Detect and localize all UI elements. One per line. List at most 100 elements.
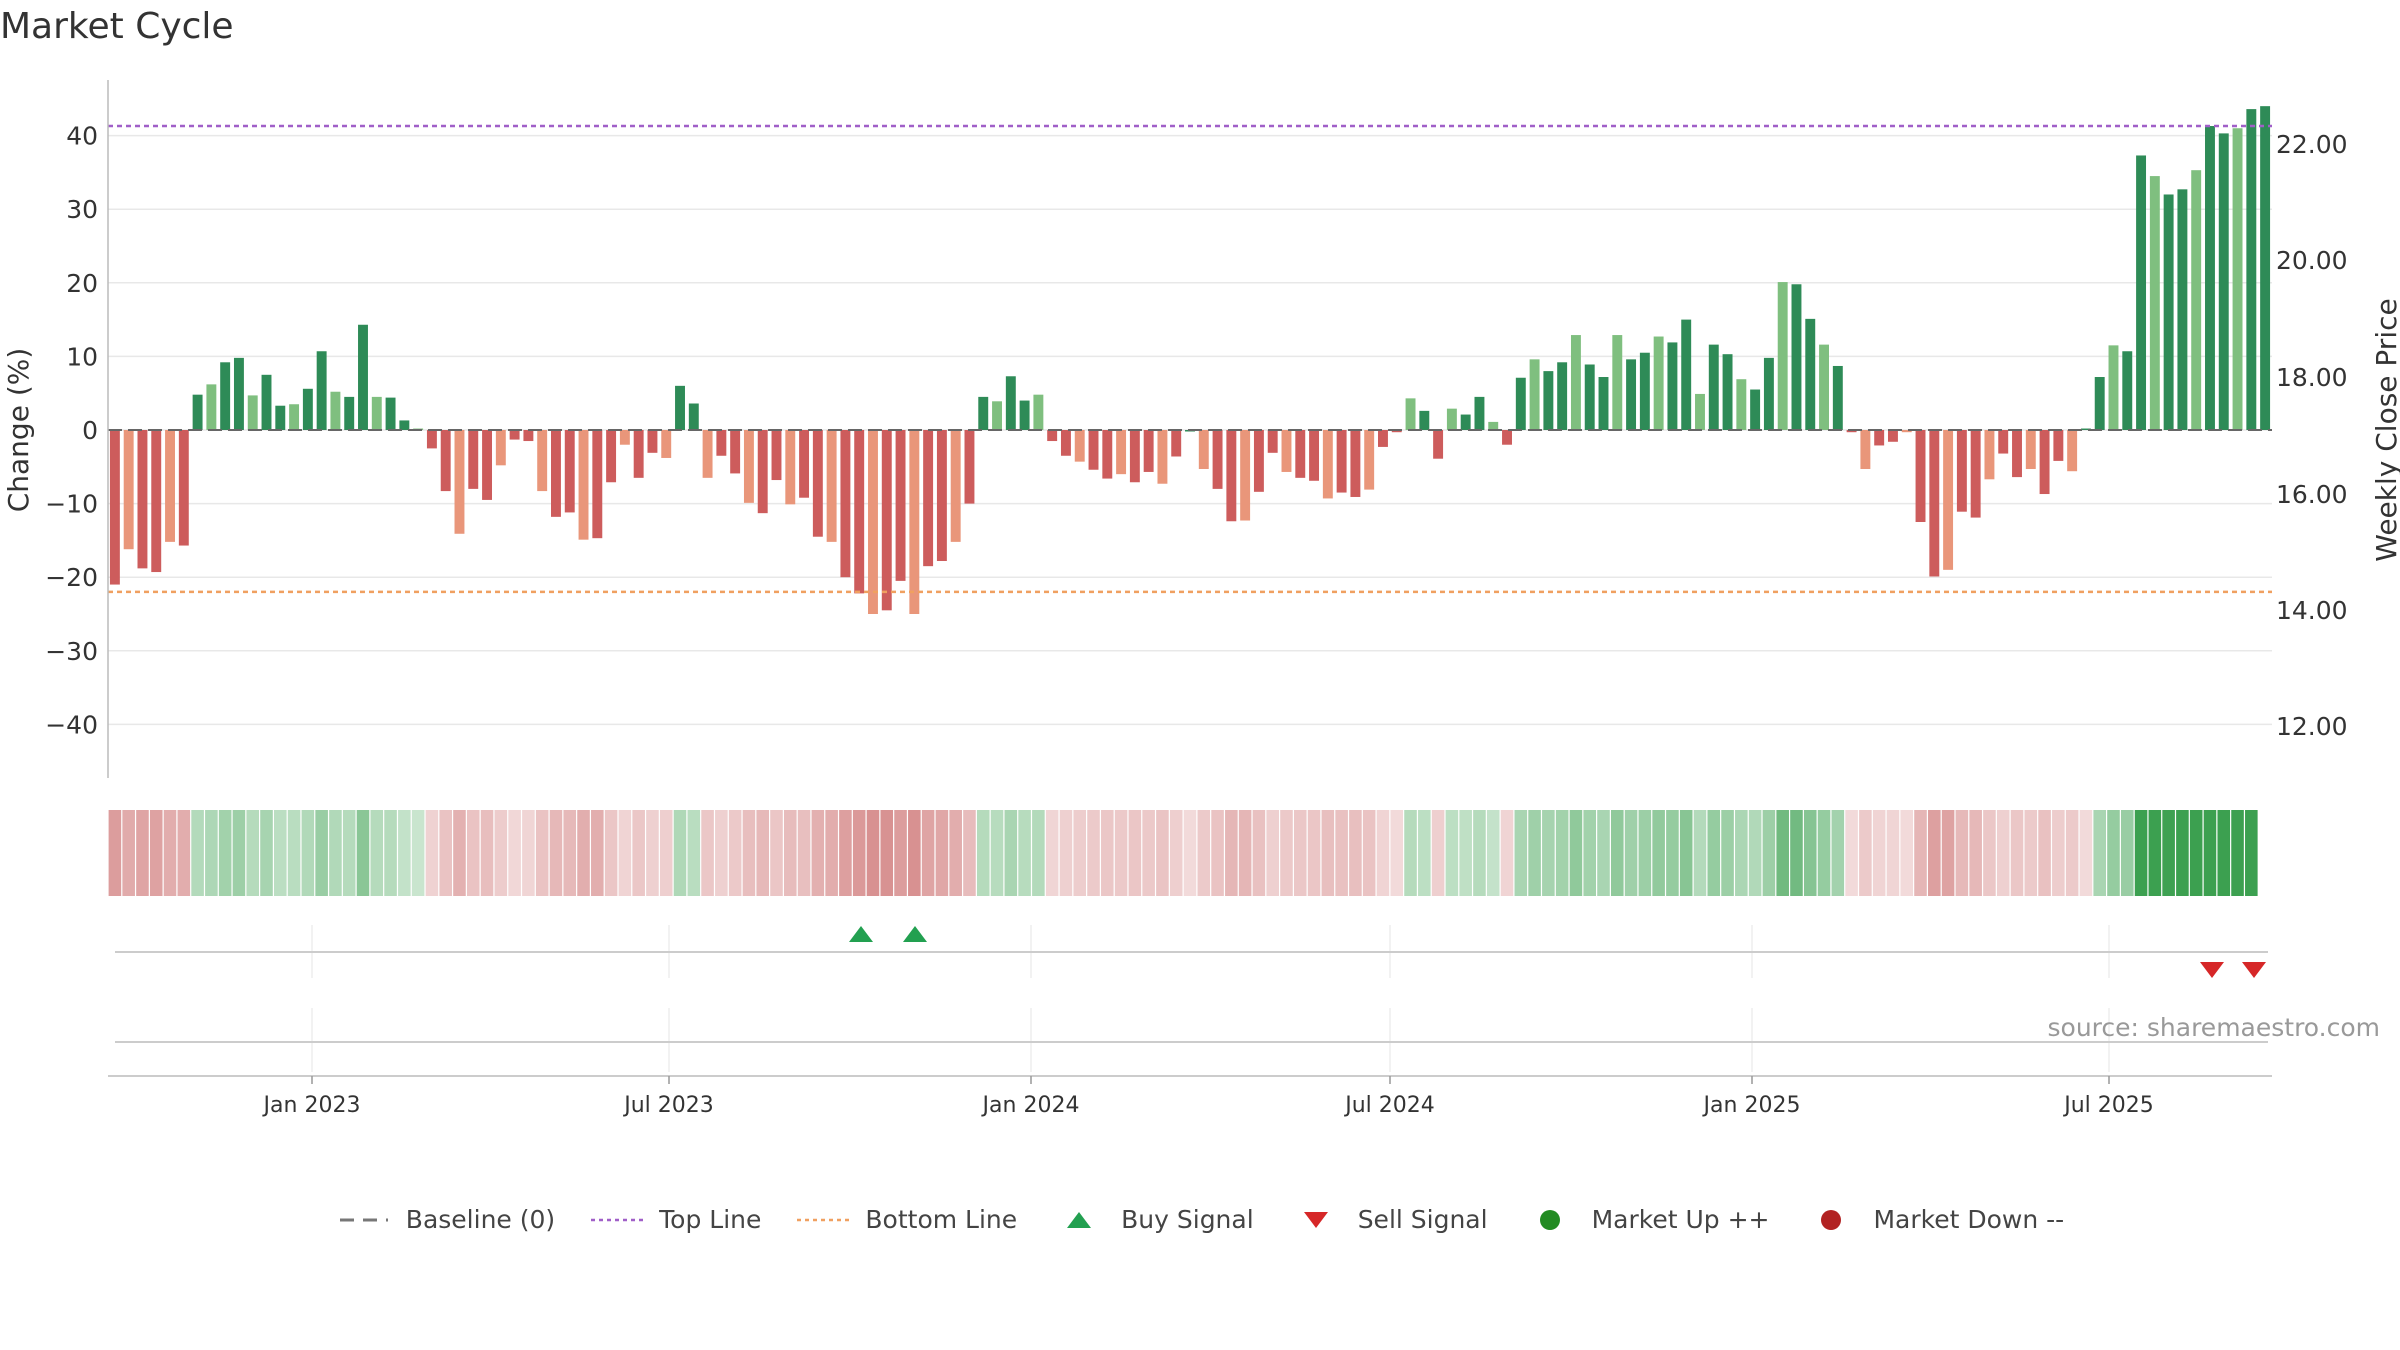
bar	[716, 430, 727, 456]
regime-cell	[1679, 810, 1693, 896]
bar	[688, 403, 699, 430]
bar	[1446, 408, 1457, 430]
y-tick-label: −10	[45, 490, 98, 519]
regime-cell	[122, 810, 135, 896]
legend-label: Sell Signal	[1357, 1205, 1488, 1234]
sell-signal-marker	[2242, 962, 2266, 978]
regime-cell	[1335, 810, 1348, 896]
regime-cell	[908, 810, 921, 896]
axes-layer: −40 −30 −20 −10 0 10 20 30 40 12.00 14.00 16.00 18.0…	[2, 80, 2400, 778]
x-tick-label: Jan 2023	[262, 1093, 361, 1118]
regime-cell	[632, 810, 645, 896]
regime-cell	[2065, 810, 2079, 896]
bar	[2025, 430, 2036, 470]
regime-cell	[2093, 810, 2106, 896]
bar	[1474, 396, 1485, 430]
bar	[854, 430, 865, 594]
bar	[1226, 430, 1237, 522]
bar	[881, 430, 892, 611]
x-axis: Jan 2023 Jul 2023 Jan 2024 Jul 2024 Jan 2025…	[108, 1075, 2272, 1118]
legend-swatch	[339, 1218, 388, 1221]
regime-cell	[1293, 810, 1307, 896]
regime-cell	[1955, 810, 1969, 896]
regime-cell	[2231, 810, 2244, 896]
regime-cell	[2038, 810, 2051, 896]
bar	[1557, 362, 1568, 430]
bar	[1832, 365, 1843, 430]
regime-cell	[976, 810, 990, 896]
bar	[1240, 430, 1251, 521]
bar	[1777, 282, 1788, 430]
legend-label: Bottom Line	[865, 1205, 1018, 1234]
regime-cell	[1252, 810, 1266, 896]
legend-label: Baseline (0)	[405, 1205, 556, 1234]
regime-cell	[990, 810, 1004, 896]
bar	[2094, 377, 2105, 430]
regime-cell	[2162, 810, 2175, 896]
regime-cell	[1803, 810, 1817, 896]
grid-layer	[108, 134, 2272, 726]
regime-cell	[2010, 810, 2024, 896]
legend: Baseline (0) Top Line Bottom Line Buy Signa…	[0, 1205, 2400, 1234]
bar	[316, 351, 327, 430]
bar	[964, 430, 975, 504]
regime-cell	[1045, 810, 1059, 896]
regime-cell	[439, 810, 452, 896]
bar	[495, 430, 506, 466]
y-tick-label: 40	[66, 122, 98, 151]
regime-cell	[1652, 810, 1665, 896]
bar	[1433, 430, 1444, 459]
regime-cell	[1418, 810, 1431, 896]
x-tick-label: Jan 2024	[981, 1093, 1080, 1118]
y-tick-label: 30	[66, 195, 98, 224]
regime-cell	[1666, 810, 1679, 896]
bar	[564, 430, 575, 513]
bar	[233, 357, 244, 430]
bar	[1460, 414, 1471, 430]
bar	[1336, 430, 1347, 493]
bar	[1364, 430, 1375, 490]
buy-signal-marker	[849, 926, 873, 942]
bar	[1309, 430, 1320, 481]
regime-cell	[949, 810, 962, 896]
regime-cell	[1555, 810, 1569, 896]
bar	[289, 404, 300, 430]
bar	[399, 420, 410, 430]
bar	[1129, 430, 1140, 483]
regime-cell	[770, 810, 783, 896]
bar	[1543, 371, 1554, 430]
regime-cell	[894, 810, 907, 896]
bar	[1019, 400, 1030, 430]
regime-cell	[825, 810, 838, 896]
regime-cell	[1776, 810, 1789, 896]
bar	[1157, 430, 1168, 484]
bar	[165, 430, 175, 542]
regime-cell	[880, 810, 894, 896]
regime-cell	[411, 810, 425, 896]
bar	[123, 430, 134, 550]
regime-cell	[1142, 810, 1155, 896]
regime-cell	[1748, 810, 1762, 896]
bar	[302, 388, 313, 430]
regime-cell	[1983, 810, 1996, 896]
regime-cell	[1169, 810, 1183, 896]
bar	[661, 430, 672, 458]
x-tick-label: Jul 2024	[1343, 1093, 1435, 1118]
regime-cell	[1928, 810, 1941, 896]
bar	[1763, 357, 1774, 430]
regime-cell	[2189, 810, 2203, 896]
bar	[2260, 106, 2271, 430]
regime-cell	[1721, 810, 1734, 896]
bar	[826, 430, 837, 542]
y2-tick-label: 20.00	[2276, 246, 2348, 275]
bar	[2177, 189, 2188, 430]
bar	[2080, 428, 2091, 431]
regime-cell	[1707, 810, 1721, 896]
legend-triangle-down-icon	[1303, 1211, 1328, 1228]
bar	[771, 430, 782, 481]
legend-swatch	[797, 1218, 850, 1221]
regime-cell	[329, 810, 342, 896]
regime-cell	[315, 810, 328, 896]
bar	[109, 430, 120, 585]
bar	[468, 430, 479, 489]
